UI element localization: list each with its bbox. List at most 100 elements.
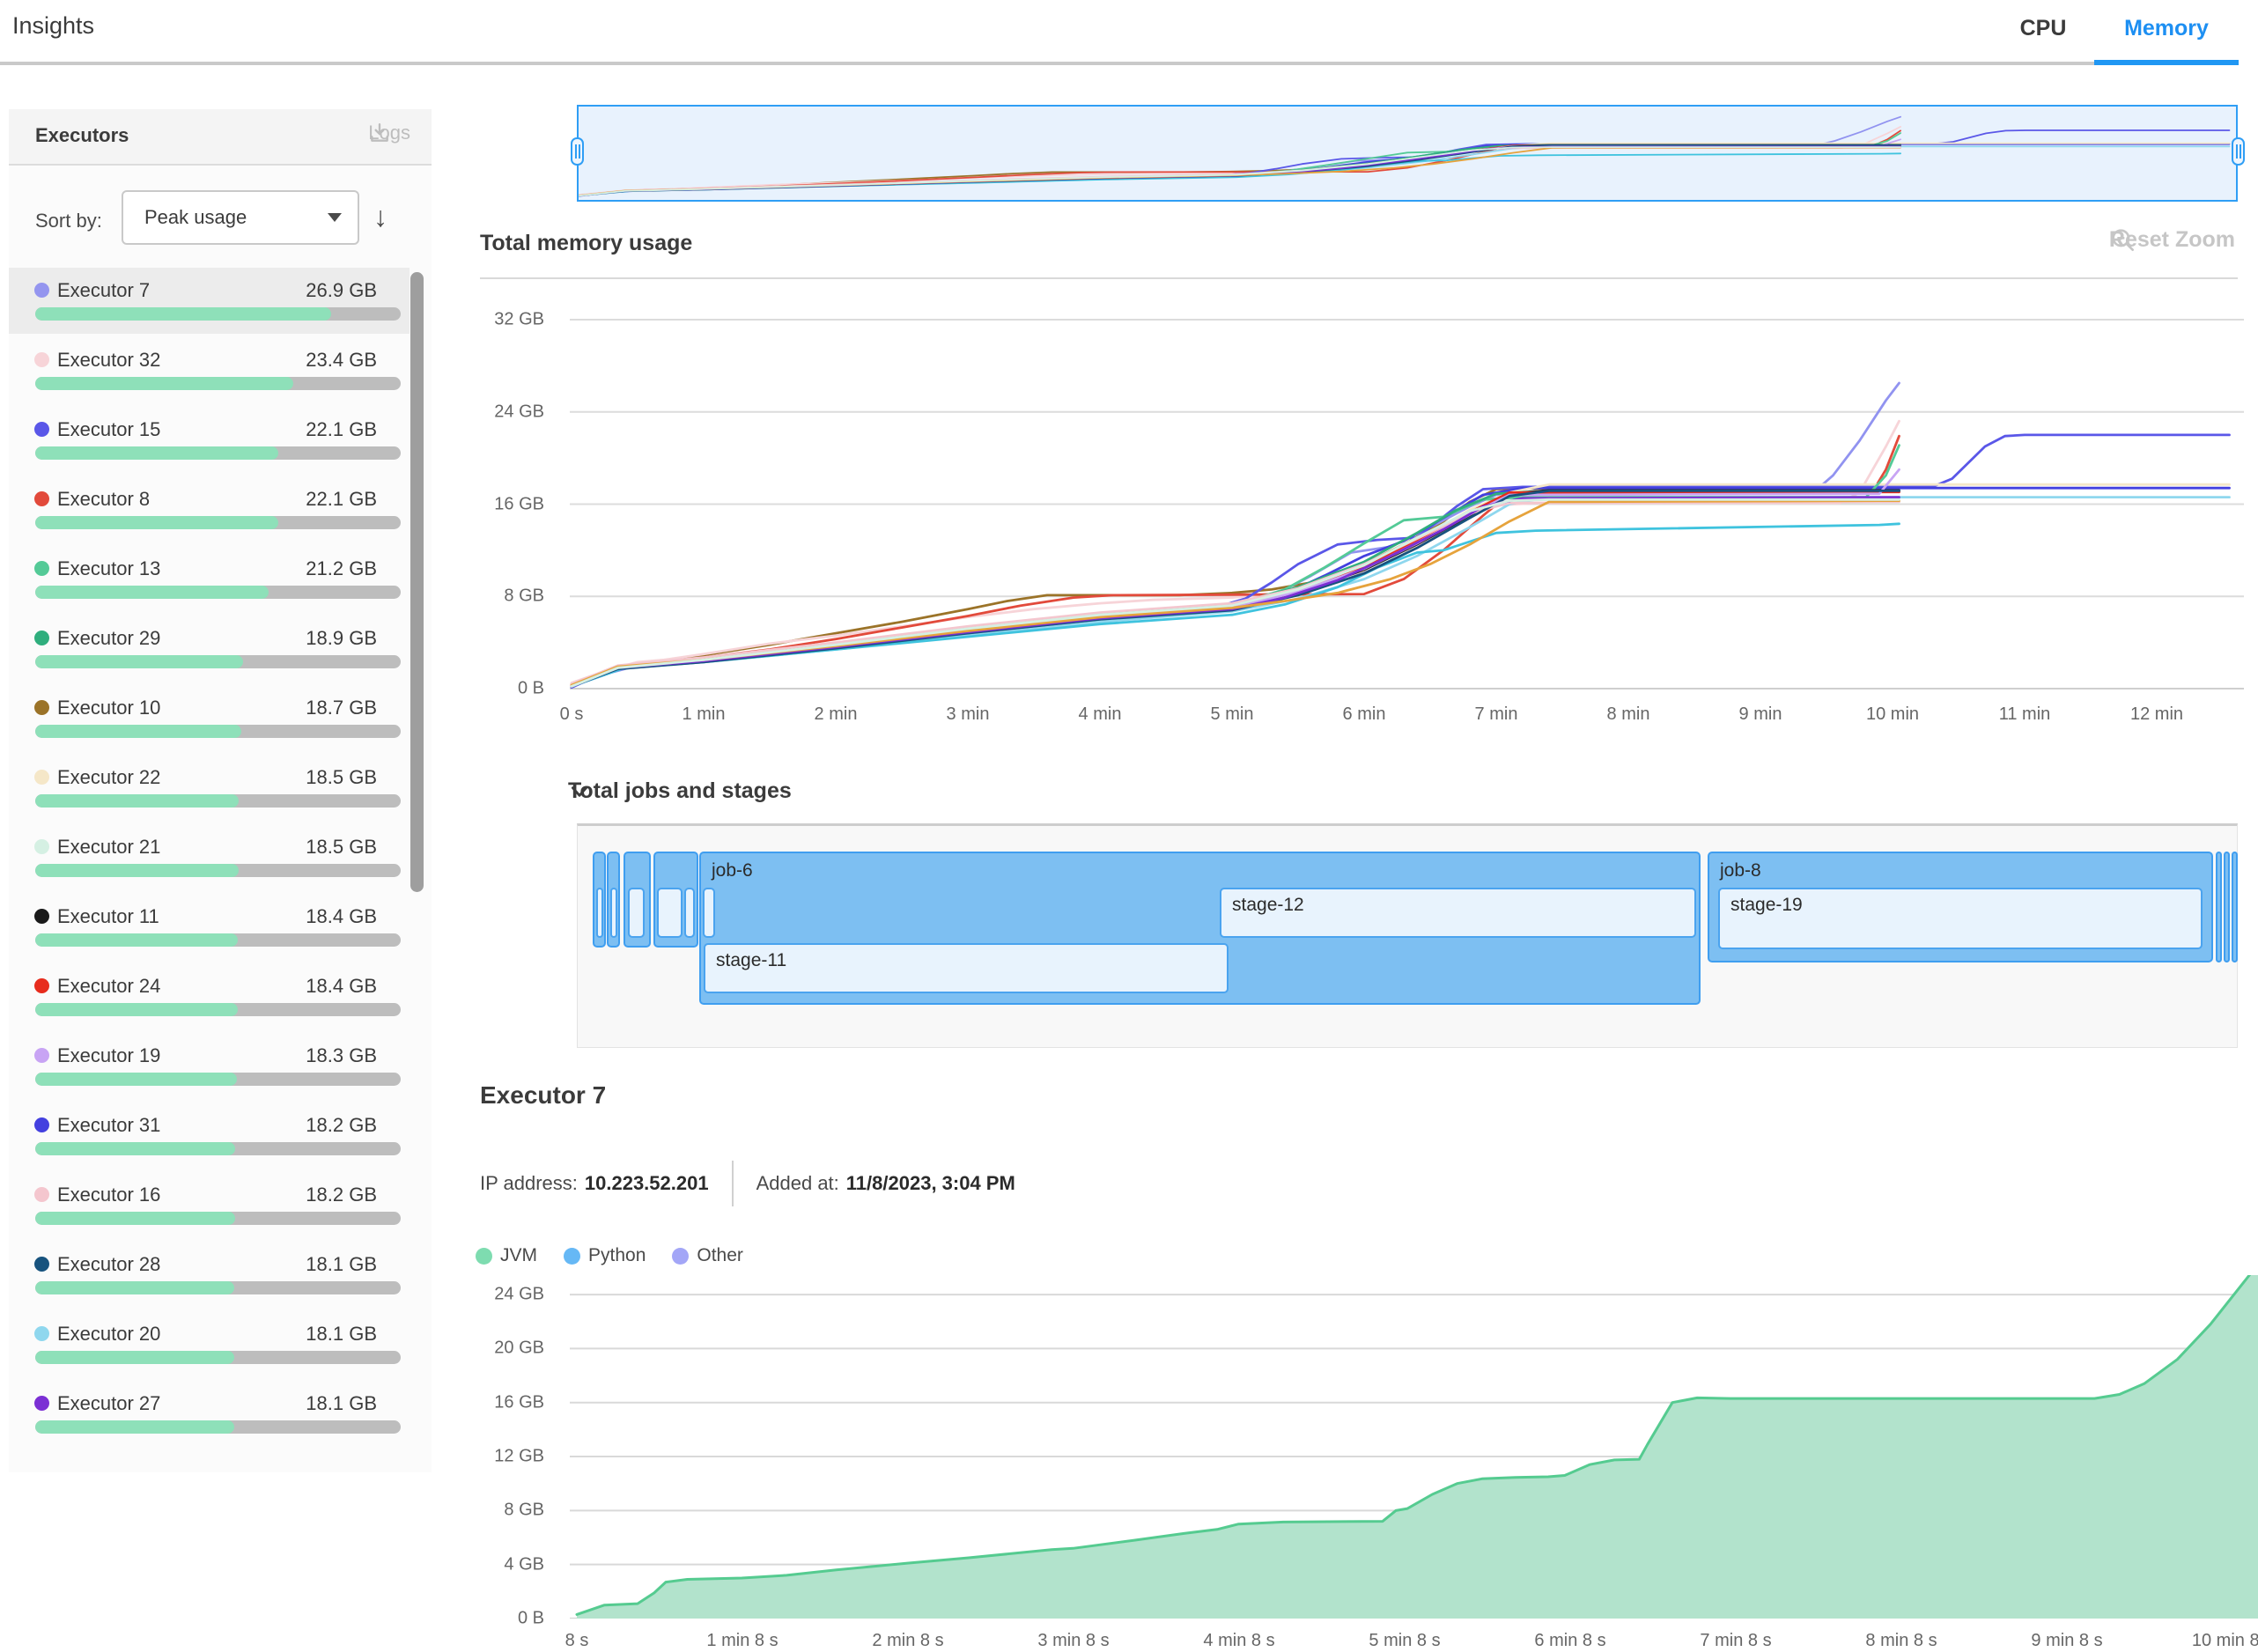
executor-name: Executor 22 xyxy=(57,766,161,788)
executor-list-item[interactable]: Executor 32 23.4 GB xyxy=(9,334,432,403)
series-line[interactable] xyxy=(570,486,2231,688)
executor-usage-bar-track xyxy=(35,307,401,321)
executor-usage-bar-fill xyxy=(35,1003,238,1016)
y-tick-label: 8 GB xyxy=(504,586,544,606)
executor-peak-value: 18.4 GB xyxy=(306,905,377,927)
executor-list-item[interactable]: Executor 8 22.1 GB xyxy=(9,473,432,542)
legend-item: JVM xyxy=(476,1245,537,1266)
legend-dot xyxy=(564,1247,580,1265)
job-bar[interactable] xyxy=(2232,852,2238,962)
executors-panel-header: Executors Logs xyxy=(9,109,432,166)
executor-color-dot xyxy=(34,1326,49,1341)
x-tick-label: 5 min xyxy=(1210,704,1254,724)
y-tick-label: 32 GB xyxy=(494,309,544,329)
executor-list-item[interactable]: Executor 24 18.4 GB xyxy=(9,960,432,1029)
total-memory-usage-title: Total memory usage xyxy=(480,231,693,255)
executor-usage-bar-fill xyxy=(35,516,278,529)
job-bar[interactable] xyxy=(2224,852,2230,962)
stage-bar[interactable] xyxy=(657,888,683,938)
executor-list-item[interactable]: Executor 16 18.2 GB xyxy=(9,1169,432,1238)
executor-list-item[interactable]: Executor 27 18.1 GB xyxy=(9,1377,432,1447)
executor-usage-bar-fill xyxy=(35,655,243,668)
executor-list-item[interactable]: Executor 22 18.5 GB xyxy=(9,751,432,821)
brush-handle-right[interactable] xyxy=(2232,137,2245,166)
x-tick-label: 10 min 8 s xyxy=(2191,1631,2258,1650)
tab-memory[interactable]: Memory xyxy=(2124,16,2209,41)
series-line[interactable] xyxy=(570,381,1900,688)
stage-bar[interactable] xyxy=(596,888,603,938)
executor-list-item[interactable]: Executor 13 21.2 GB xyxy=(9,542,432,612)
series-line[interactable] xyxy=(570,489,1900,688)
section-divider xyxy=(480,277,2238,279)
brush-handle-left[interactable] xyxy=(571,137,584,166)
x-tick-label: 2 min 8 s xyxy=(872,1631,944,1650)
executor-usage-bar-fill xyxy=(35,1420,234,1434)
mini-series-line xyxy=(579,142,2231,196)
x-tick-label: 3 min xyxy=(946,704,990,724)
series-line[interactable] xyxy=(570,498,1900,688)
stage-bar[interactable] xyxy=(703,888,715,938)
executor-list-item[interactable]: Executor 7 26.9 GB xyxy=(9,264,432,334)
executor-name: Executor 24 xyxy=(57,975,161,997)
y-tick-label: 8 GB xyxy=(504,1500,544,1520)
series-line[interactable] xyxy=(570,434,1900,687)
series-line[interactable] xyxy=(570,496,2231,688)
stage-bar[interactable] xyxy=(684,888,695,938)
ip-address-label: IP address: xyxy=(480,1172,578,1194)
sort-select-value: Peak usage xyxy=(144,206,247,228)
executor-list-item[interactable]: Executor 19 18.3 GB xyxy=(9,1029,432,1099)
x-tick-label: 0 s xyxy=(559,704,584,724)
executor-usage-bar-fill xyxy=(35,1281,234,1294)
total-jobs-stages-toggle[interactable]: Total jobs and stages xyxy=(568,778,792,804)
sort-select[interactable]: Peak usage xyxy=(122,190,359,245)
executor-meta: IP address: 10.223.52.201 Added at: 11/8… xyxy=(480,1161,1015,1206)
executor-list-item[interactable]: Executor 15 22.1 GB xyxy=(9,403,432,473)
sort-direction-button[interactable]: ↓ xyxy=(373,200,387,232)
stage-bar[interactable] xyxy=(610,888,617,938)
executor-peak-value: 18.1 GB xyxy=(306,1253,377,1275)
executor-peak-value: 22.1 GB xyxy=(306,418,377,440)
executor-list-item[interactable]: Executor 20 18.1 GB xyxy=(9,1308,432,1377)
stage-bar[interactable]: stage-19 xyxy=(1718,888,2203,949)
executor-peak-value: 18.4 GB xyxy=(306,975,377,997)
executor-color-dot xyxy=(34,1117,49,1132)
stage-label: stage-19 xyxy=(1730,895,1803,915)
executor-color-dot xyxy=(34,1257,49,1272)
executor-list-item[interactable]: Executor 21 18.5 GB xyxy=(9,821,432,890)
jvm-area-line[interactable] xyxy=(575,1275,2258,1616)
total-jobs-stages-label: Total jobs and stages xyxy=(568,778,792,803)
executor-name: Executor 11 xyxy=(57,905,159,927)
series-line[interactable] xyxy=(570,489,1900,688)
executor-usage-bar-track xyxy=(35,377,401,390)
reset-zoom-button[interactable]: Reset Zoom xyxy=(2109,227,2235,253)
executor-list-item[interactable]: Executor 28 18.1 GB xyxy=(9,1238,432,1308)
logs-button[interactable]: Logs xyxy=(368,122,410,144)
stage-bar[interactable] xyxy=(628,888,645,938)
mini-series-line xyxy=(579,143,2231,197)
executor-list-item[interactable]: Executor 11 18.4 GB xyxy=(9,890,432,960)
series-line[interactable] xyxy=(570,419,1900,684)
executor-peak-value: 22.1 GB xyxy=(306,488,377,510)
sort-by-label: Sort by: xyxy=(35,210,102,232)
sidebar-scrollbar-thumb[interactable] xyxy=(410,272,424,892)
series-line[interactable] xyxy=(570,490,1900,688)
legend-label: Python xyxy=(588,1245,646,1265)
executor-list-item[interactable]: Executor 31 18.2 GB xyxy=(9,1099,432,1169)
zoom-out-icon xyxy=(2112,228,2134,251)
executor-usage-bar-track xyxy=(35,725,401,738)
chevron-down-icon xyxy=(328,213,342,222)
legend-item: Other xyxy=(672,1245,743,1266)
executor-list-item[interactable]: Executor 10 18.7 GB xyxy=(9,682,432,751)
executor-usage-bar-track xyxy=(35,933,401,947)
legend-dot xyxy=(476,1247,492,1265)
tab-cpu[interactable]: CPU xyxy=(2019,16,2067,41)
series-line[interactable] xyxy=(570,483,2231,687)
executor-color-dot xyxy=(34,561,49,576)
job-bar[interactable] xyxy=(2216,852,2222,962)
executor-list-item[interactable]: Executor 29 18.9 GB xyxy=(9,612,432,682)
executor-usage-bar-fill xyxy=(35,377,293,390)
stage-bar[interactable]: stage-11 xyxy=(704,943,1229,993)
stage-bar[interactable]: stage-12 xyxy=(1220,888,1696,938)
executor-usage-bar-fill xyxy=(35,794,239,808)
mini-series-line xyxy=(579,145,2231,197)
